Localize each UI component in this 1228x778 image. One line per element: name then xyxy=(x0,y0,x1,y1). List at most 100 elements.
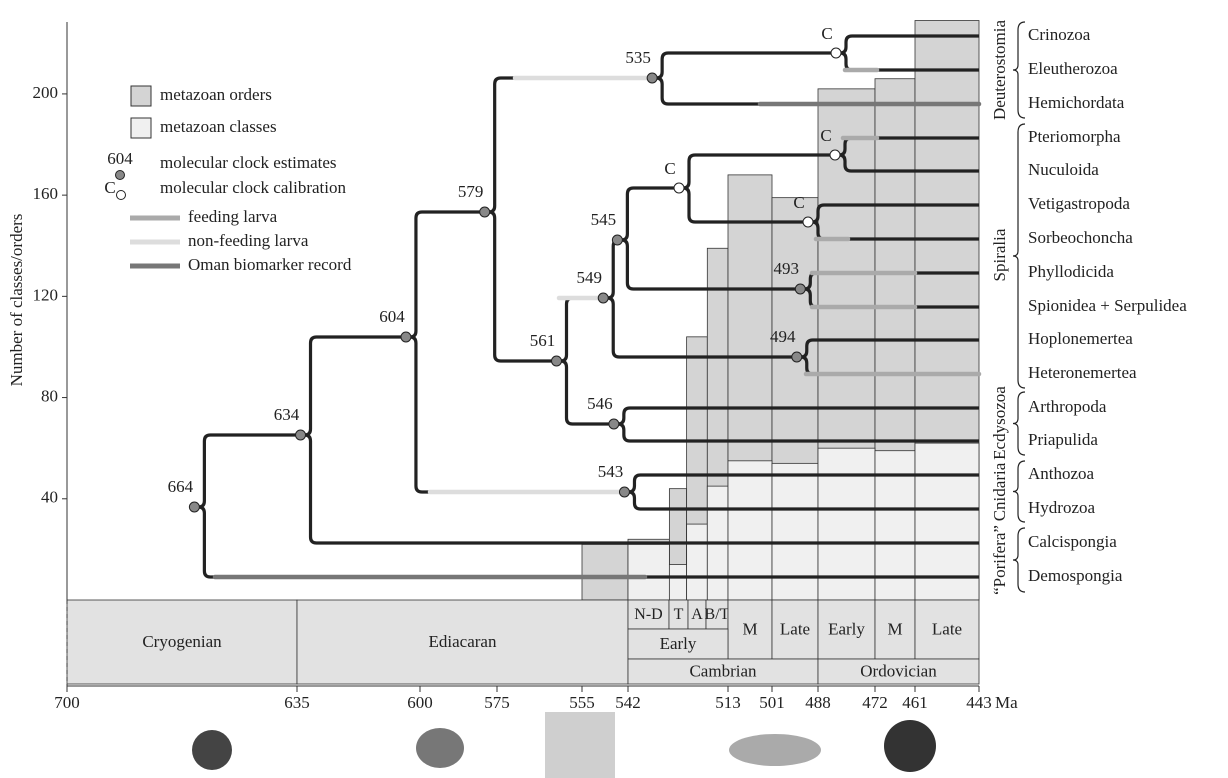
node-label: 664 xyxy=(168,477,194,496)
x-tick-label: 501 xyxy=(759,693,785,712)
node-label: 543 xyxy=(598,462,624,481)
branch xyxy=(617,238,801,291)
system-label: Cambrian xyxy=(689,661,757,680)
legend-label: Oman biomarker record xyxy=(188,255,352,274)
legend-calibration-dot xyxy=(116,190,126,200)
bar xyxy=(914,442,980,601)
branch xyxy=(194,433,301,509)
node-label: 549 xyxy=(576,268,602,287)
taxon-label: Hoplonemertea xyxy=(1028,329,1133,348)
system-label: Cryogenian xyxy=(142,632,222,651)
bar xyxy=(771,462,819,601)
taxon-label: Arthropoda xyxy=(1028,397,1107,416)
branch xyxy=(556,359,614,426)
clade-bracket xyxy=(1012,21,1026,119)
stage-label: M xyxy=(887,619,902,638)
clade-bracket xyxy=(1012,391,1026,456)
y-tick-label: 120 xyxy=(33,285,59,304)
node-label: 493 xyxy=(774,259,800,278)
node-estimate xyxy=(794,283,806,295)
stage-label: Late xyxy=(780,619,810,638)
node-estimate xyxy=(611,234,623,246)
branch xyxy=(405,210,485,339)
clade-label: Ecdysozoa xyxy=(990,386,1009,460)
branch xyxy=(835,153,979,173)
legend-label: feeding larva xyxy=(188,207,278,226)
legend-calibration-c: C xyxy=(104,178,115,197)
legend-estimate-dot xyxy=(115,170,125,180)
bar xyxy=(686,523,708,601)
node-label: 561 xyxy=(530,331,556,350)
calibration-label: C xyxy=(821,24,832,43)
branch xyxy=(405,335,625,494)
node-estimate xyxy=(597,292,609,304)
bar xyxy=(627,543,670,601)
branch xyxy=(679,186,808,224)
calibration-label: C xyxy=(664,159,675,178)
node-label: 535 xyxy=(625,48,651,67)
node-estimate xyxy=(646,72,658,84)
node-calibration xyxy=(802,216,814,228)
system-label: Ediacaran xyxy=(429,632,497,651)
bar xyxy=(727,460,773,601)
taxon-label: Hemichordata xyxy=(1028,93,1125,112)
x-tick-label: 542 xyxy=(615,693,641,712)
y-tick-label: 160 xyxy=(33,184,59,203)
branch xyxy=(613,422,979,443)
fossil xyxy=(416,728,464,768)
taxon-label: Vetigastropoda xyxy=(1028,194,1130,213)
branch xyxy=(556,296,604,363)
node-estimate xyxy=(295,429,307,441)
node-estimate xyxy=(791,351,803,363)
taxon-label: Hydrozoa xyxy=(1028,498,1095,517)
node-estimate xyxy=(479,206,491,218)
fossil xyxy=(545,712,615,778)
node-estimate xyxy=(608,418,620,430)
stage-label: B/T xyxy=(705,606,730,623)
epoch-label: Early xyxy=(660,634,697,653)
stage-label: T xyxy=(674,606,684,623)
x-unit: Ma xyxy=(995,693,1018,712)
system-label: Ordovician xyxy=(860,661,937,680)
branch xyxy=(603,238,621,300)
node-calibration xyxy=(830,47,842,59)
branch xyxy=(300,433,979,545)
taxon-label: Spionidea + Serpulidea xyxy=(1028,296,1187,315)
node-label: 546 xyxy=(587,394,613,413)
node-calibration xyxy=(829,149,841,161)
epoch xyxy=(627,628,729,660)
node-label: 494 xyxy=(770,327,796,346)
clade-label: Deuterostomia xyxy=(990,20,1009,121)
branch xyxy=(652,51,836,80)
clade-label: Cnidaria xyxy=(990,462,1009,521)
taxon-label: Demospongia xyxy=(1028,566,1123,585)
stage-label: A xyxy=(691,606,703,623)
branch xyxy=(652,76,979,106)
taxon-label: Heteronemertea xyxy=(1028,363,1137,382)
x-tick-label: 600 xyxy=(407,693,433,712)
bar xyxy=(668,564,688,601)
taxon-label: Crinozoa xyxy=(1028,25,1091,44)
branch xyxy=(300,335,406,437)
x-tick-label: 555 xyxy=(569,693,595,712)
x-tick-label: 488 xyxy=(805,693,831,712)
node-estimate xyxy=(551,355,562,367)
node-estimate xyxy=(188,501,200,513)
node-label: 579 xyxy=(458,182,484,201)
branch xyxy=(484,210,557,363)
node-calibration xyxy=(673,182,685,194)
clade-label: Spiralia xyxy=(990,228,1009,281)
legend-label: metazoan classes xyxy=(160,117,277,136)
system xyxy=(296,599,629,685)
branch xyxy=(617,186,679,242)
x-tick-label: 575 xyxy=(484,693,510,712)
x-tick-label: 443 xyxy=(966,693,992,712)
stage xyxy=(914,599,980,660)
stage xyxy=(627,599,670,630)
stage-label: M xyxy=(742,619,757,638)
y-tick-label: 80 xyxy=(41,386,58,405)
legend-estimate-num: 604 xyxy=(107,149,133,168)
taxon-label: Nuculoida xyxy=(1028,160,1099,179)
x-tick-label: 461 xyxy=(902,693,928,712)
